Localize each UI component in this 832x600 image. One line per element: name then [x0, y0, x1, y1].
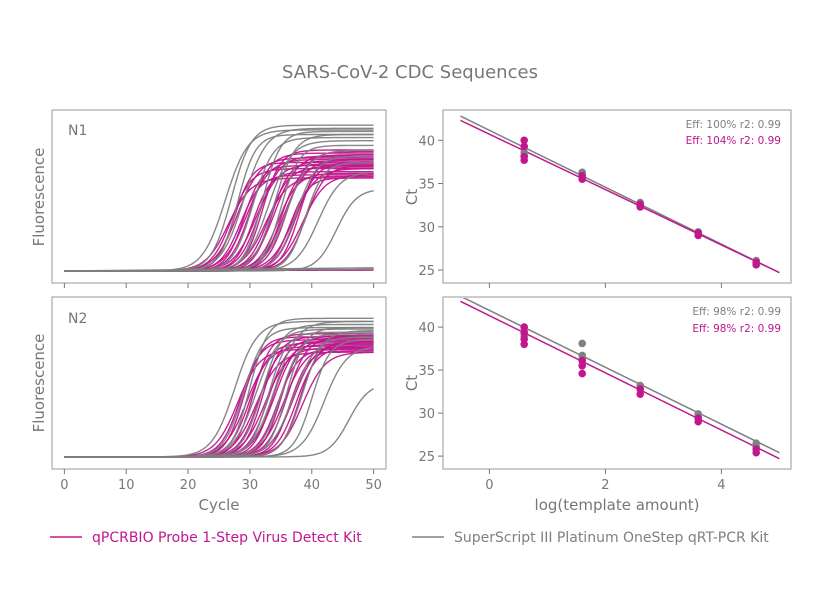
axes: 25 30 35 40 0 10 20 30 40 50 25 30 35 40 0 2 4	[60, 134, 725, 493]
point-gray	[578, 339, 586, 348]
point-magenta	[694, 231, 702, 240]
ylabel-std-n2: Ct	[403, 375, 421, 391]
point-magenta	[520, 136, 528, 145]
point-magenta	[520, 329, 528, 337]
standard-curve-n1	[460, 115, 780, 274]
amplification-plot-n2	[64, 317, 374, 458]
amp-curve-gray	[64, 388, 374, 458]
point-magenta	[578, 362, 586, 370]
amp-curve-magenta	[64, 351, 374, 458]
point-magenta	[520, 156, 528, 164]
fit-line-magenta	[460, 300, 780, 460]
panel-frame-std-n1	[442, 109, 792, 284]
amp-flat-curve-gray	[64, 268, 374, 272]
panel-frame-amp-n2	[51, 296, 387, 470]
point-magenta	[694, 417, 702, 426]
xtick-label: 20	[180, 478, 197, 493]
xlabel-std-n2: log(template amount)	[535, 496, 700, 514]
amp-curve-gray	[64, 129, 374, 272]
legend-label-magenta: qPCRBIO Probe 1-Step Virus Detect Kit	[92, 530, 362, 546]
point-magenta	[578, 175, 586, 183]
point-magenta	[752, 261, 760, 269]
amp-curve-magenta	[64, 348, 374, 458]
ytick-label: 40	[418, 321, 435, 336]
annotation-eff-gray-n1: Eff: 100% r2: 0.99	[686, 119, 781, 131]
xtick-label: 40	[304, 478, 321, 493]
xtick-label: 2	[601, 478, 609, 493]
amp-curve-gray	[64, 140, 374, 272]
annotation-eff-magenta-n1: Eff: 104% r2: 0.99	[686, 135, 781, 147]
point-magenta	[578, 369, 586, 378]
fit-line-magenta	[460, 119, 780, 274]
annotation-eff-magenta-n2: Eff: 98% r2: 0.99	[692, 323, 781, 335]
ytick-label: 35	[418, 178, 435, 193]
ylabel-amp-n2: Fluorescence	[30, 334, 48, 433]
ytick-label: 40	[418, 134, 435, 149]
panel-frame-std-n2	[442, 296, 792, 470]
xtick-label: 0	[60, 478, 68, 493]
xtick-label: 0	[485, 478, 493, 493]
panel-frame-amp-n1	[51, 109, 387, 284]
amplification-plot-n1	[64, 124, 374, 272]
ytick-label: 25	[418, 264, 435, 279]
point-magenta	[636, 390, 644, 398]
xtick-label: 10	[118, 478, 135, 493]
point-magenta	[520, 340, 528, 349]
ytick-label: 25	[418, 450, 435, 465]
legend: qPCRBIO Probe 1-Step Virus Detect Kit Su…	[50, 530, 769, 546]
ylabel-amp-n1: Fluorescence	[30, 148, 48, 247]
amp-curve-magenta	[64, 350, 374, 458]
ytick-label: 35	[418, 364, 435, 379]
fit-line-gray	[462, 298, 780, 454]
point-magenta	[752, 448, 760, 457]
point-magenta	[520, 323, 528, 331]
ylabel-std-n1: Ct	[403, 189, 421, 205]
xtick-label: 30	[242, 478, 259, 493]
xlabel-amp-n2: Cycle	[199, 496, 240, 514]
legend-label-gray: SuperScript III Platinum OneStep qRT-PCR…	[454, 530, 769, 546]
point-magenta	[636, 203, 644, 211]
amp-curve-magenta	[64, 348, 374, 458]
xtick-label: 50	[365, 478, 382, 493]
annotation-eff-gray-n2: Eff: 98% r2: 0.99	[692, 306, 781, 318]
standard-curve-n2	[460, 298, 780, 460]
figure-title: SARS-CoV-2 CDC Sequences	[282, 62, 538, 83]
amp-curve-magenta	[64, 351, 374, 458]
ytick-label: 30	[418, 407, 435, 422]
panel-label-n2: N2	[68, 311, 87, 327]
panel-label-n1: N1	[68, 123, 87, 139]
xtick-label: 4	[717, 478, 725, 493]
ytick-label: 30	[418, 221, 435, 236]
point-magenta	[520, 142, 528, 151]
